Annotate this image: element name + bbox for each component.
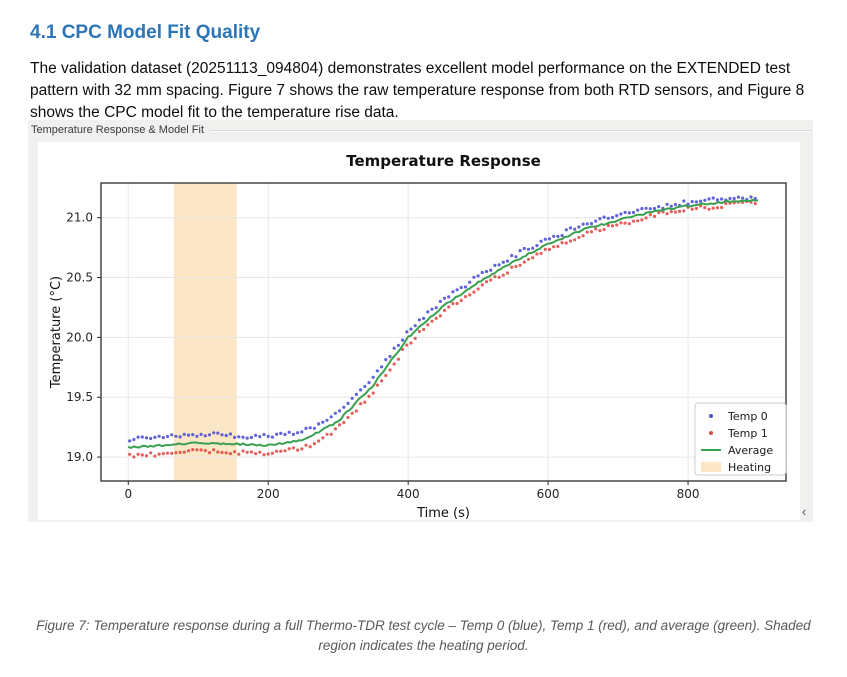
svg-text:19.0: 19.0 — [66, 450, 93, 464]
y-axis-label: Temperature (°C) — [49, 276, 64, 389]
svg-text:400: 400 — [397, 487, 420, 501]
series-average — [127, 198, 759, 449]
svg-text:20.0: 20.0 — [66, 330, 93, 344]
panel-collapse-chevron-icon[interactable]: ‹ — [801, 504, 807, 519]
series-temp-0 — [128, 195, 757, 443]
svg-text:600: 600 — [537, 487, 560, 501]
x-axis-label: Time (s) — [416, 506, 470, 520]
chart-title: Temperature Response — [346, 152, 541, 170]
body-paragraph: The validation dataset (20251113_094804)… — [30, 59, 805, 121]
svg-text:Temp 1: Temp 1 — [727, 427, 768, 440]
svg-text:Temp 0: Temp 0 — [727, 410, 768, 423]
figure-canvas: 0 200 400 600 800 19.0 19.5 20.0 20.5 21.0 Tempera… — [38, 142, 800, 521]
svg-text:Heating: Heating — [728, 461, 771, 474]
chart-widget-panel: Temperature Response & Model Fit 0 200 400… — [28, 120, 813, 522]
chart-widget-header: Temperature Response & Model Fit — [28, 120, 813, 136]
svg-text:20.5: 20.5 — [66, 271, 93, 285]
heating-region — [173, 183, 237, 481]
section-heading: 4.1 CPC Model Fit Quality — [30, 21, 261, 43]
legend: Temp 0 Temp 1 Average Heating — [694, 402, 787, 476]
header-rule — [210, 130, 811, 132]
tick-labels: 0 200 400 600 800 19.0 19.5 20.0 20.5 21.0 — [66, 211, 699, 501]
temperature-chart: 0 200 400 600 800 19.0 19.5 20.0 20.5 21.0 Tempera… — [49, 152, 787, 521]
chart-widget-title: Temperature Response & Model Fit — [31, 124, 205, 136]
series-temp-1 — [128, 199, 757, 459]
figure-caption: Figure 7: Temperature response during a … — [36, 618, 811, 653]
svg-text:0: 0 — [124, 487, 132, 501]
axes-spines — [100, 182, 787, 482]
svg-text:19.5: 19.5 — [66, 390, 93, 404]
svg-text:200: 200 — [257, 487, 280, 501]
svg-text:21.0: 21.0 — [66, 211, 93, 225]
svg-text:Average: Average — [728, 444, 773, 457]
svg-text:800: 800 — [677, 487, 700, 501]
